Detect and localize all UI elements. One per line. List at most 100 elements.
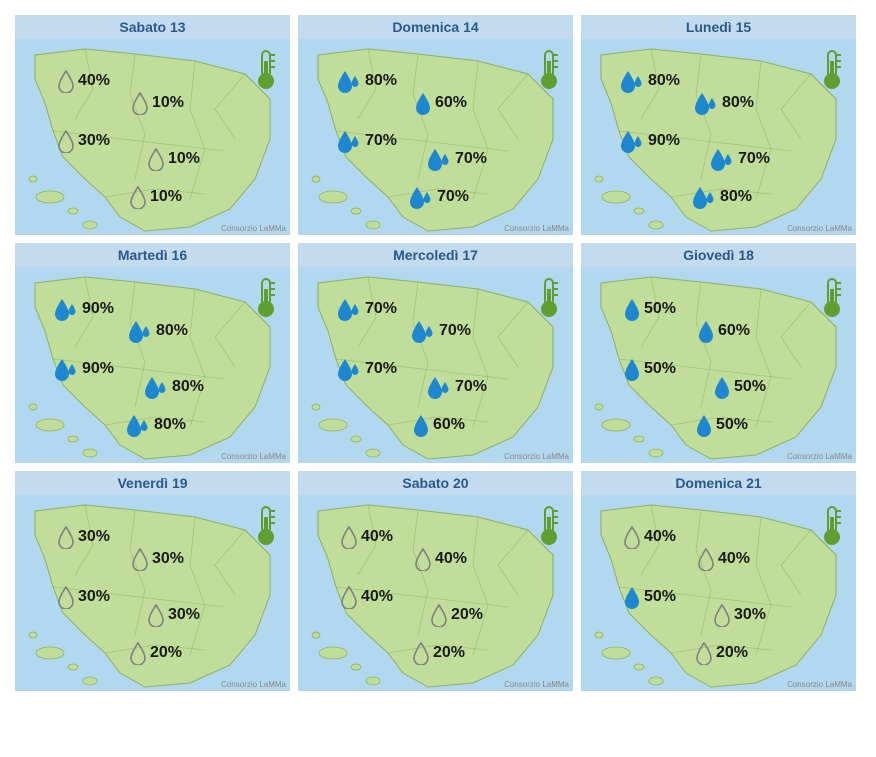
thermometer-button[interactable]	[252, 275, 280, 324]
rain-drop-icon	[407, 185, 435, 209]
map-panel[interactable]: 80% 60% 70% 70% 70% Consorzio LaMMa	[298, 39, 573, 235]
rain-drop-icon	[124, 413, 152, 437]
map-panel[interactable]: 50%60%50%50%50%Consorzio LaMMa	[581, 267, 856, 463]
rain-drop-icon	[708, 147, 736, 171]
rain-probability-point[interactable]: 70%	[425, 147, 487, 171]
map-credit: Consorzio LaMMa	[504, 680, 569, 689]
rain-probability-point[interactable]: 50%	[712, 375, 766, 399]
rain-probability-point[interactable]: 60%	[696, 319, 750, 343]
map-panel[interactable]: 40%10%30%10%10%Consorzio LaMMa	[15, 39, 290, 235]
rain-probability-point[interactable]: 10%	[130, 91, 184, 115]
rain-probability-point[interactable]: 80%	[126, 319, 188, 343]
thermometer-icon[interactable]	[252, 275, 280, 319]
rain-probability-point[interactable]: 70%	[335, 357, 397, 381]
rain-probability-point[interactable]: 90%	[618, 129, 680, 153]
map-panel[interactable]: 80%80%90%70%80%Consorzio LaMMa	[581, 39, 856, 235]
rain-probability-point[interactable]: 50%	[622, 297, 676, 321]
probability-label: 80%	[172, 378, 204, 396]
rain-probability-point[interactable]: 80%	[690, 185, 752, 209]
rain-drop-icon	[146, 603, 166, 627]
thermometer-button[interactable]	[535, 503, 563, 552]
map-credit: Consorzio LaMMa	[504, 224, 569, 233]
rain-probability-point[interactable]: 70%	[335, 297, 397, 321]
rain-probability-point[interactable]: 30%	[56, 129, 110, 153]
rain-probability-point[interactable]: 70%	[409, 319, 471, 343]
rain-probability-point[interactable]: 60%	[411, 413, 465, 437]
thermometer-icon[interactable]	[818, 275, 846, 319]
thermometer-icon[interactable]	[818, 503, 846, 547]
map-credit: Consorzio LaMMa	[221, 680, 286, 689]
thermometer-button[interactable]	[818, 47, 846, 96]
map-panel[interactable]: 90%80%90%80%80%Consorzio LaMMa	[15, 267, 290, 463]
rain-probability-point[interactable]: 30%	[56, 525, 110, 549]
map-panel[interactable]: 30% 30% 30% 30% 20% Consorzio LaMMa	[15, 495, 290, 691]
map-panel[interactable]: 40%40%50%30%20%Consorzio LaMMa	[581, 495, 856, 691]
rain-drop-icon	[413, 91, 433, 115]
rain-probability-point[interactable]: 80%	[692, 91, 754, 115]
map-panel[interactable]: 40% 40% 40% 20% 20% Consorzio LaMMa	[298, 495, 573, 691]
rain-probability-point[interactable]: 50%	[622, 357, 676, 381]
rain-probability-point[interactable]: 40%	[622, 525, 676, 549]
rain-probability-point[interactable]: 50%	[694, 413, 748, 437]
rain-probability-point[interactable]: 60%	[413, 91, 467, 115]
rain-probability-point[interactable]: 80%	[142, 375, 204, 399]
thermometer-button[interactable]	[252, 47, 280, 96]
rain-drop-icon	[429, 603, 449, 627]
probability-label: 30%	[78, 528, 110, 546]
thermometer-icon[interactable]	[252, 503, 280, 547]
rain-probability-point[interactable]: 90%	[52, 297, 114, 321]
thermometer-icon[interactable]	[535, 503, 563, 547]
rain-probability-point[interactable]: 70%	[708, 147, 770, 171]
rain-probability-point[interactable]: 30%	[146, 603, 200, 627]
rain-probability-point[interactable]: 10%	[146, 147, 200, 171]
rain-probability-point[interactable]: 20%	[694, 641, 748, 665]
thermometer-icon[interactable]	[535, 47, 563, 91]
thermometer-button[interactable]	[818, 503, 846, 552]
rain-probability-point[interactable]: 50%	[622, 585, 676, 609]
rain-probability-point[interactable]: 30%	[712, 603, 766, 627]
rain-probability-point[interactable]: 80%	[618, 69, 680, 93]
rain-drop-icon	[690, 185, 718, 209]
rain-probability-point[interactable]: 40%	[413, 547, 467, 571]
rain-drop-icon	[335, 129, 363, 153]
rain-probability-point[interactable]: 40%	[339, 525, 393, 549]
thermometer-icon[interactable]	[818, 47, 846, 91]
map-panel[interactable]: 70%70%70%70%60%Consorzio LaMMa	[298, 267, 573, 463]
rain-probability-point[interactable]: 70%	[407, 185, 469, 209]
thermometer-icon[interactable]	[252, 47, 280, 91]
rain-drop-icon	[425, 147, 453, 171]
rain-drop-icon	[126, 319, 154, 343]
thermometer-button[interactable]	[818, 275, 846, 324]
rain-drop-icon	[411, 413, 431, 437]
probability-label: 30%	[152, 550, 184, 568]
rain-probability-point[interactable]: 40%	[56, 69, 110, 93]
rain-probability-point[interactable]: 80%	[335, 69, 397, 93]
probability-label: 90%	[82, 300, 114, 318]
rain-drop-icon	[712, 603, 732, 627]
rain-drop-icon	[694, 641, 714, 665]
forecast-card: Domenica 21 40%40%50%30%20%Consorzio LaM…	[581, 471, 856, 691]
rain-probability-point[interactable]: 90%	[52, 357, 114, 381]
day-header: Sabato 20	[298, 471, 573, 495]
rain-probability-point[interactable]: 70%	[425, 375, 487, 399]
thermometer-button[interactable]	[535, 47, 563, 96]
rain-probability-point[interactable]: 20%	[429, 603, 483, 627]
probability-label: 50%	[644, 300, 676, 318]
rain-drop-icon	[130, 91, 150, 115]
rain-drop-icon	[56, 69, 76, 93]
rain-probability-point[interactable]: 30%	[130, 547, 184, 571]
rain-probability-point[interactable]: 20%	[128, 641, 182, 665]
rain-probability-point[interactable]: 20%	[411, 641, 465, 665]
day-header: Domenica 21	[581, 471, 856, 495]
rain-probability-point[interactable]: 30%	[56, 585, 110, 609]
day-header: Martedì 16	[15, 243, 290, 267]
rain-probability-point[interactable]: 10%	[128, 185, 182, 209]
rain-probability-point[interactable]: 80%	[124, 413, 186, 437]
thermometer-icon[interactable]	[535, 275, 563, 319]
thermometer-button[interactable]	[252, 503, 280, 552]
thermometer-button[interactable]	[535, 275, 563, 324]
forecast-card: Sabato 13 40%10%30%10%10%Consorzio LaMMa	[15, 15, 290, 235]
rain-probability-point[interactable]: 40%	[696, 547, 750, 571]
rain-probability-point[interactable]: 40%	[339, 585, 393, 609]
rain-probability-point[interactable]: 70%	[335, 129, 397, 153]
